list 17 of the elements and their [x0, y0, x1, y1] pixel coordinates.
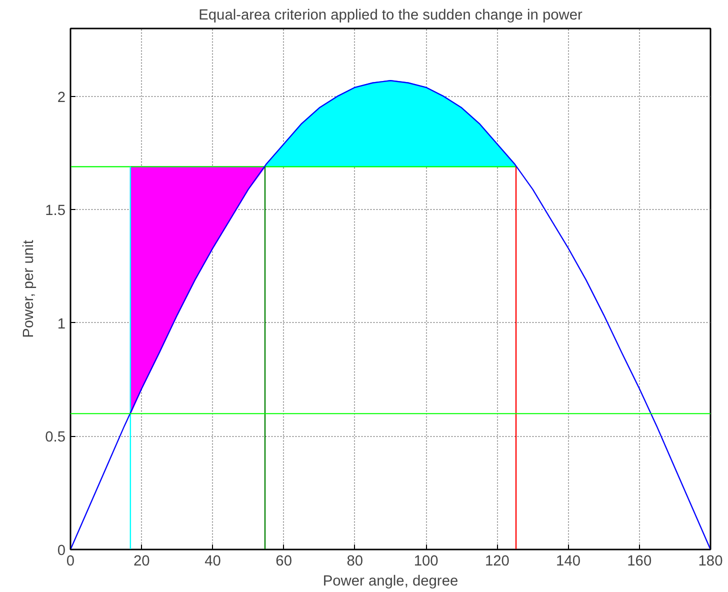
x-tick-label: 40	[204, 554, 221, 570]
x-tick-label: 140	[556, 554, 581, 570]
x-axis-title: Power angle, degree	[322, 574, 458, 590]
x-tick-label: 180	[698, 554, 723, 570]
y-tick-label: 1	[57, 316, 66, 332]
chart-title: Equal-area criterion applied to the sudden change in power	[198, 8, 582, 24]
y-axis-title: Power, per unit	[21, 240, 38, 338]
y-tick-label: 1.5	[45, 203, 66, 220]
y-tick-label: 2	[57, 90, 66, 106]
x-tick-label: 60	[276, 554, 292, 570]
x-tick-label: 20	[133, 554, 150, 570]
y-tick-label: 0	[57, 543, 66, 559]
y-tick-label: 0.5	[45, 430, 66, 446]
x-tick-label: 80	[346, 554, 364, 570]
x-tick-label: 160	[627, 554, 652, 570]
x-tick-label: 100	[414, 554, 438, 570]
x-tick-label: 120	[484, 554, 510, 570]
